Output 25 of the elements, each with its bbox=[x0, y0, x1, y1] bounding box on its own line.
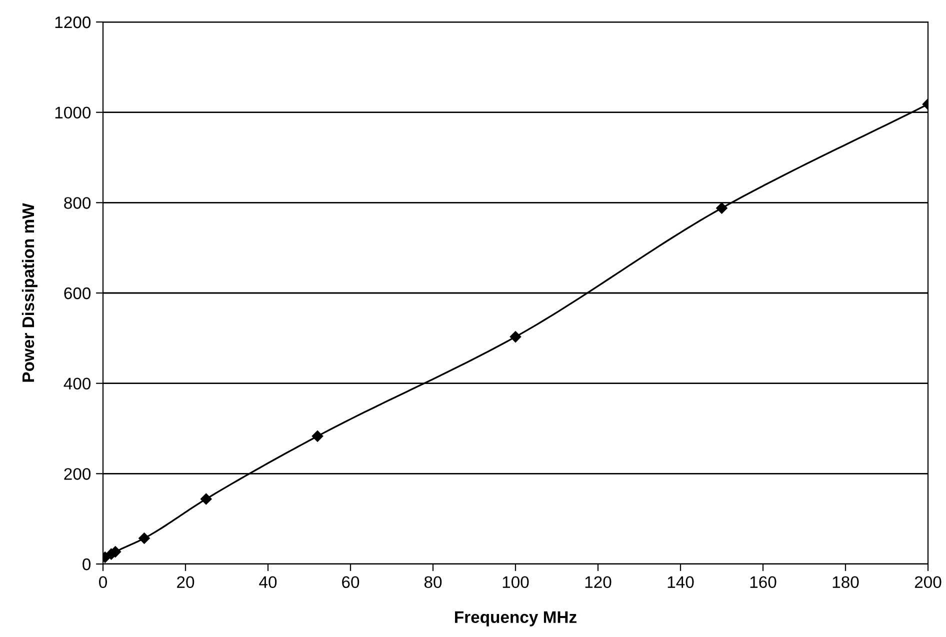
x-tick-label: 40 bbox=[259, 576, 277, 588]
y-axis-title: Power Dissipation mW bbox=[22, 203, 38, 382]
x-tick-label: 60 bbox=[342, 576, 360, 588]
y-tick-label: 1200 bbox=[55, 16, 91, 28]
point bbox=[716, 202, 728, 214]
y-tick-label: 1000 bbox=[55, 106, 91, 119]
y-tick-label: 800 bbox=[64, 197, 91, 209]
y-tick-label: 600 bbox=[64, 287, 91, 300]
x-tick-label: 200 bbox=[914, 576, 942, 588]
point bbox=[312, 430, 324, 442]
x-tick-label: 20 bbox=[177, 576, 194, 588]
point bbox=[200, 493, 212, 505]
x-tick-label: 100 bbox=[502, 576, 529, 588]
y-tick-label: 200 bbox=[64, 468, 91, 480]
x-axis-title: Frequency MHz bbox=[455, 611, 576, 626]
x-tick-label: 80 bbox=[424, 576, 442, 588]
x-tick-label: 140 bbox=[668, 576, 694, 588]
point bbox=[138, 532, 150, 544]
x-tick-label: 180 bbox=[832, 576, 859, 588]
x-tick-label: 120 bbox=[585, 576, 612, 588]
x-tick-label: 160 bbox=[750, 576, 776, 588]
y-tick-label: 400 bbox=[64, 378, 91, 390]
y-tick-label: 0 bbox=[82, 558, 91, 570]
x-tick-label: 0 bbox=[99, 576, 107, 588]
point bbox=[510, 331, 522, 342]
